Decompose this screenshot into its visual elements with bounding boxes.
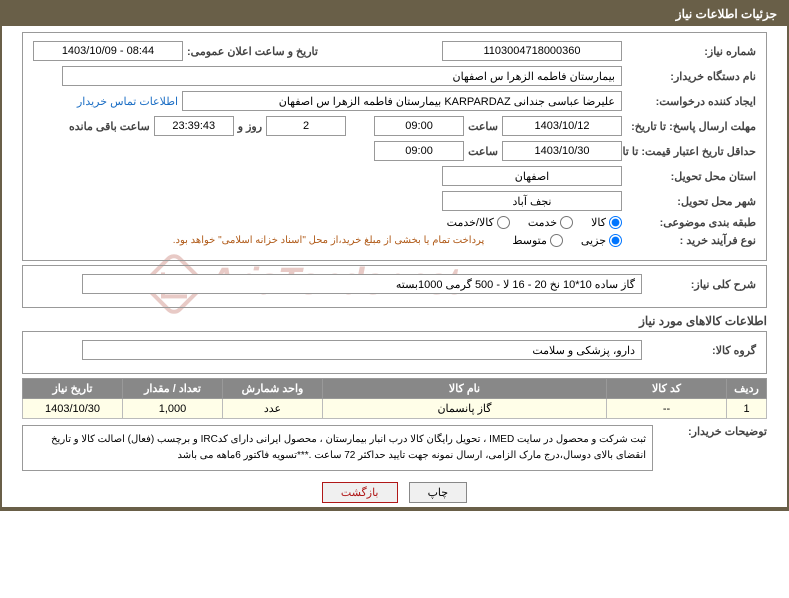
province-value: اصفهان: [442, 166, 622, 186]
th-name: نام کالا: [323, 379, 607, 399]
back-button[interactable]: بازگشت: [322, 482, 398, 503]
summary-value: گاز ساده 10*10 نخ 20 - 16 لا - 500 گرمی …: [82, 274, 642, 294]
validity-label: حداقل تاریخ اعتبار قیمت: تا تاریخ:: [626, 145, 756, 158]
buyer-notes-box: ثبت شرکت و محصول در سایت IMED ، تحویل را…: [22, 425, 653, 471]
radio-service[interactable]: خدمت: [528, 216, 573, 229]
remaining-time: 23:39:43: [154, 116, 234, 136]
city-label: شهر محل تحویل:: [626, 195, 756, 208]
table-row: 1 -- گاز پانسمان عدد 1,000 1403/10/30: [23, 399, 767, 419]
td-name: گاز پانسمان: [323, 399, 607, 419]
announce-value: 1403/10/09 - 08:44: [33, 41, 183, 61]
radio-both-input[interactable]: [497, 216, 510, 229]
td-unit: عدد: [223, 399, 323, 419]
validity-time: 09:00: [374, 141, 464, 161]
items-title: اطلاعات کالاهای مورد نیاز: [22, 314, 767, 328]
radio-goods-input[interactable]: [609, 216, 622, 229]
time-label-1: ساعت: [468, 120, 498, 133]
days-label: روز و: [238, 120, 262, 133]
city-value: نجف آباد: [442, 191, 622, 211]
need-no-label: شماره نیاز:: [626, 45, 756, 58]
radio-partial-input[interactable]: [609, 234, 622, 247]
requester-label: ایجاد کننده درخواست:: [626, 95, 756, 108]
panel-header: جزئیات اطلاعات نیاز: [2, 2, 787, 26]
category-label: طبقه بندی موضوعی:: [626, 216, 756, 229]
th-date: تاریخ نیاز: [23, 379, 123, 399]
td-date: 1403/10/30: [23, 399, 123, 419]
panel-title: جزئیات اطلاعات نیاز: [676, 7, 777, 21]
group-value: دارو، پزشکی و سلامت: [82, 340, 642, 360]
td-code: --: [607, 399, 727, 419]
announce-label: تاریخ و ساعت اعلان عمومی:: [187, 45, 318, 58]
need-no-value: 1103004718000360: [442, 41, 622, 61]
radio-medium[interactable]: متوسط: [512, 234, 563, 247]
validity-date: 1403/10/30: [502, 141, 622, 161]
days-value: 2: [266, 116, 346, 136]
remaining-label: ساعت باقی مانده: [69, 120, 150, 133]
th-row: ردیف: [727, 379, 767, 399]
radio-both[interactable]: کالا/خدمت: [447, 216, 510, 229]
buyer-org-label: نام دستگاه خریدار:: [626, 70, 756, 83]
radio-goods[interactable]: کالا: [591, 216, 622, 229]
print-button[interactable]: چاپ: [409, 482, 468, 503]
process-label: نوع فرآیند خرید :: [626, 234, 756, 247]
td-idx: 1: [727, 399, 767, 419]
requester-value: علیرضا عباسی جندانی KARPARDAZ بیمارستان …: [182, 91, 622, 111]
time-label-2: ساعت: [468, 145, 498, 158]
summary-label: شرح کلی نیاز:: [646, 278, 756, 291]
province-label: استان محل تحویل:: [626, 170, 756, 183]
group-label: گروه کالا:: [646, 344, 756, 357]
th-unit: واحد شمارش: [223, 379, 323, 399]
radio-partial[interactable]: جزیی: [581, 234, 622, 247]
radio-service-input[interactable]: [560, 216, 573, 229]
deadline-time: 09:00: [374, 116, 464, 136]
buyer-notes-label: توضیحات خریدار:: [657, 425, 767, 438]
contact-link[interactable]: اطلاعات تماس خریدار: [77, 95, 178, 108]
process-note: پرداخت تمام یا بخشی از مبلغ خرید،از محل …: [173, 235, 485, 246]
deadline-date: 1403/10/12: [502, 116, 622, 136]
items-table: ردیف کد کالا نام کالا واحد شمارش تعداد /…: [22, 378, 767, 419]
buyer-org-value: بیمارستان فاطمه الزهرا س اصفهان: [62, 66, 622, 86]
radio-medium-input[interactable]: [550, 234, 563, 247]
td-qty: 1,000: [123, 399, 223, 419]
th-qty: تعداد / مقدار: [123, 379, 223, 399]
th-code: کد کالا: [607, 379, 727, 399]
deadline-label: مهلت ارسال پاسخ: تا تاریخ:: [626, 120, 756, 133]
